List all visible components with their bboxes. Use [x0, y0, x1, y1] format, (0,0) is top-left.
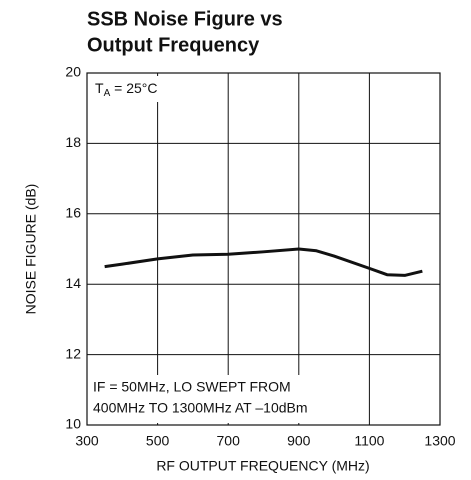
- plot-frame: [86, 72, 441, 426]
- x-tick-label: 500: [146, 433, 170, 449]
- y-tick-label: 12: [65, 345, 81, 361]
- y-tick-label: 18: [65, 134, 81, 150]
- annotation-bg: [89, 76, 169, 102]
- x-axis-label: RF OUTPUT FREQUENCY (MHz): [156, 458, 369, 474]
- x-tick-label: 300: [75, 433, 99, 449]
- x-tick-label: 1300: [424, 433, 455, 449]
- x-tick-label: 1100: [354, 433, 384, 449]
- annotation: TA = 25°C: [95, 80, 157, 99]
- chart-title: SSB Noise Figure vs: [87, 8, 283, 30]
- data-line: [104, 247, 423, 277]
- y-tick-label: 10: [65, 416, 81, 432]
- annotation: IF = 50MHz, LO SWEPT FROM: [93, 379, 291, 395]
- y-tick-label: 14: [65, 275, 81, 291]
- annotation-part: T: [95, 80, 104, 96]
- x-tick-label: 700: [217, 433, 241, 449]
- x-tick-label: 900: [287, 433, 311, 449]
- y-tick-label: 16: [65, 205, 81, 221]
- annotation-part: A: [104, 88, 111, 99]
- y-axis-label: NOISE FIGURE (dB): [23, 184, 39, 315]
- annotation-part: = 25°C: [110, 80, 157, 96]
- y-tick-label: 20: [65, 64, 81, 80]
- chart-title: Output Frequency: [87, 34, 260, 56]
- annotation-bg: [89, 375, 339, 423]
- annotation: 400MHz TO 1300MHz AT –10dBm: [93, 400, 308, 416]
